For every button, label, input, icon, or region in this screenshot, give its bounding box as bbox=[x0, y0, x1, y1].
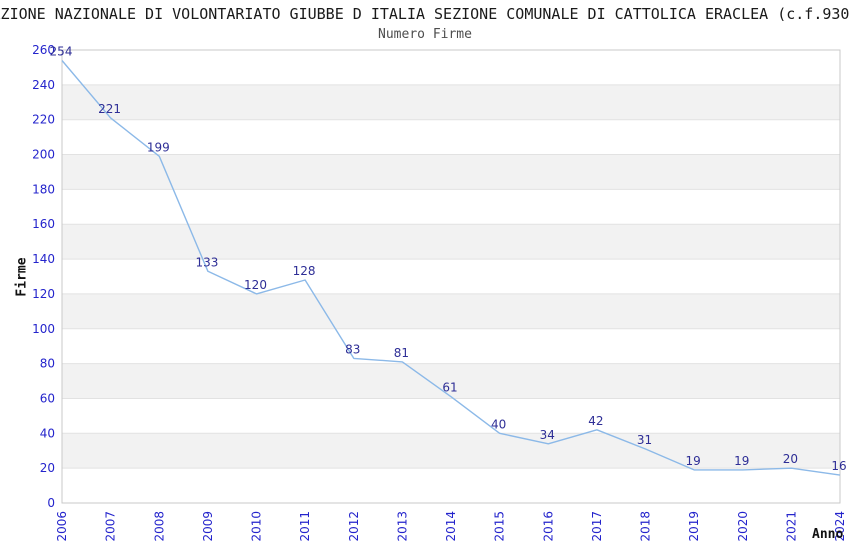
y-tick-label: 100 bbox=[32, 322, 55, 336]
y-tick-label: 240 bbox=[32, 78, 55, 92]
x-tick-label: 2007 bbox=[104, 511, 118, 542]
y-tick-label: 120 bbox=[32, 287, 55, 301]
y-axis-title: Firme bbox=[14, 257, 30, 297]
y-tick-label: 220 bbox=[32, 113, 55, 127]
x-tick-label: 2016 bbox=[541, 511, 555, 542]
x-axis-title: Anno bbox=[812, 527, 844, 542]
x-tick-label: 2012 bbox=[347, 511, 361, 542]
y-tick-label: 260 bbox=[32, 43, 55, 57]
y-tick-label: 0 bbox=[47, 496, 55, 510]
x-tick-label: 2009 bbox=[201, 511, 215, 542]
x-tick-label: 2021 bbox=[784, 511, 798, 542]
x-tick-label: 2006 bbox=[55, 511, 69, 542]
y-tick-label: 140 bbox=[32, 252, 55, 266]
x-tick-label: 2008 bbox=[152, 511, 166, 542]
y-tick-label: 160 bbox=[32, 217, 55, 231]
x-tick-label: 2015 bbox=[493, 511, 507, 542]
data-label: 120 bbox=[244, 278, 267, 292]
data-label: 128 bbox=[293, 264, 316, 278]
y-tick-label: 60 bbox=[40, 392, 55, 406]
data-label: 19 bbox=[734, 454, 749, 468]
y-tick-label: 180 bbox=[32, 182, 55, 196]
data-label: 16 bbox=[831, 459, 846, 473]
plot-band bbox=[62, 433, 840, 469]
plot-band bbox=[62, 224, 840, 260]
data-label: 40 bbox=[491, 417, 506, 431]
data-label: 20 bbox=[783, 452, 798, 466]
plot-band bbox=[62, 84, 840, 120]
data-label: 31 bbox=[637, 433, 652, 447]
x-tick-label: 2018 bbox=[639, 511, 653, 542]
plot-band bbox=[62, 154, 840, 190]
data-label: 221 bbox=[98, 102, 121, 116]
x-tick-label: 2019 bbox=[687, 511, 701, 542]
data-label: 254 bbox=[50, 45, 73, 59]
y-tick-label: 200 bbox=[32, 148, 55, 162]
x-tick-label: 2020 bbox=[736, 511, 750, 542]
x-tick-label: 2014 bbox=[444, 511, 458, 542]
data-label: 83 bbox=[345, 342, 360, 356]
x-tick-label: 2011 bbox=[298, 511, 312, 542]
x-tick-label: 2013 bbox=[395, 511, 409, 542]
y-tick-label: 40 bbox=[40, 426, 55, 440]
x-tick-label: 2024 bbox=[833, 511, 847, 542]
data-label: 61 bbox=[442, 381, 457, 395]
data-label: 34 bbox=[540, 428, 555, 442]
plot-border bbox=[61, 49, 841, 504]
data-label: 133 bbox=[195, 255, 218, 269]
data-label: 19 bbox=[685, 454, 700, 468]
chart-subtitle: Numero Firme bbox=[378, 27, 472, 42]
data-line bbox=[61, 60, 841, 476]
data-label: 81 bbox=[394, 346, 409, 360]
y-tick-label: 80 bbox=[40, 357, 55, 371]
data-label: 199 bbox=[147, 140, 170, 154]
data-label: 42 bbox=[588, 414, 603, 428]
y-tick-label: 20 bbox=[40, 461, 55, 475]
plot-band bbox=[62, 293, 840, 329]
x-tick-label: 2010 bbox=[250, 511, 264, 542]
plot-band bbox=[62, 363, 840, 399]
x-tick-label: 2017 bbox=[590, 511, 604, 542]
chart-title: AZIONE NAZIONALE DI VOLONTARIATO GIUBBE … bbox=[0, 5, 850, 23]
